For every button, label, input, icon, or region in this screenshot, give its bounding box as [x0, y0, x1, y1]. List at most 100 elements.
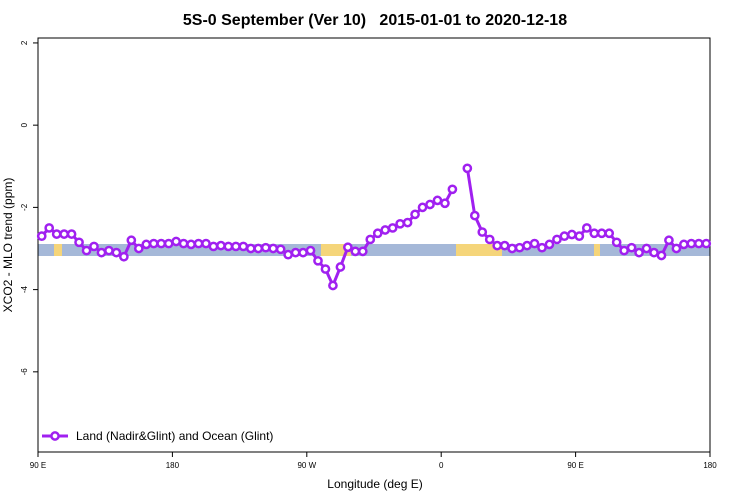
data-point [283, 249, 293, 260]
x-tick-label: 90 W [297, 461, 316, 470]
data-point [484, 234, 495, 245]
data-point [119, 251, 129, 262]
data-point [36, 231, 47, 242]
data-point [641, 243, 652, 254]
data-point [313, 255, 323, 266]
data-point [492, 240, 503, 251]
y-tick-label: 0 [20, 122, 29, 127]
data-point [81, 245, 92, 256]
data-point [604, 228, 615, 239]
data-point [268, 243, 279, 254]
data-point [290, 247, 301, 258]
x-tick-label: 90 E [30, 461, 46, 470]
data-point [402, 217, 413, 228]
data-point [664, 235, 674, 246]
data-point [335, 262, 346, 272]
data-point [589, 228, 600, 239]
land-patch [54, 244, 62, 256]
data-point [440, 198, 450, 209]
data-point [380, 225, 391, 235]
data-point [208, 241, 219, 252]
data-point [410, 209, 420, 220]
data-point [693, 238, 704, 249]
data-point [365, 234, 376, 245]
land-patch [594, 244, 600, 256]
data-point [260, 242, 271, 253]
data-point [111, 247, 122, 258]
chart-title: 5S-0 September (Ver 10) 2015-01-01 to 20… [183, 12, 567, 29]
data-point [96, 247, 107, 258]
data-point [141, 239, 152, 250]
y-tick-label: 2 [20, 40, 29, 45]
data-point [186, 239, 196, 250]
data-point [163, 238, 174, 249]
data-point [522, 240, 532, 251]
data-point [574, 231, 585, 242]
data-point [74, 237, 84, 248]
data-point [223, 241, 234, 252]
data-point [126, 235, 137, 246]
data-point [148, 238, 159, 249]
x-axis-label: Longitude (deg E) [327, 477, 422, 491]
data-point [649, 247, 659, 258]
x-tick-label: 180 [166, 461, 180, 470]
data-point [238, 241, 249, 252]
data-point [462, 163, 473, 174]
x-tick-label: 180 [703, 461, 717, 470]
legend-label: Land (Nadir&Glint) and Ocean (Glint) [76, 429, 273, 443]
y-axis-label: XCO2 - MLO trend (ppm) [1, 178, 15, 313]
data-point [552, 234, 562, 245]
data-point [245, 243, 256, 254]
data-point [328, 280, 338, 291]
data-point [357, 246, 368, 257]
data-point [447, 184, 458, 195]
data-point [469, 210, 480, 221]
data-point [425, 199, 435, 210]
data-point [529, 238, 540, 249]
data-point [679, 239, 689, 250]
data-point [156, 238, 167, 249]
data-point [701, 238, 712, 249]
data-point [596, 228, 607, 239]
data-point [171, 236, 181, 247]
data-point [298, 247, 308, 258]
data-point [104, 245, 114, 256]
data-point [611, 237, 622, 248]
data-point [320, 264, 331, 274]
data-point [634, 247, 644, 258]
x-tick-label: 0 [439, 461, 444, 470]
data-point [350, 246, 361, 257]
x-tick-label: 90 E [567, 461, 583, 470]
data-point [216, 240, 226, 251]
data-point [44, 223, 55, 233]
data-point [544, 239, 555, 250]
data-point [581, 223, 592, 233]
data-point [477, 227, 488, 237]
data-point [343, 242, 353, 253]
data-point [619, 245, 629, 256]
data-point [387, 223, 398, 233]
data-point [671, 243, 682, 254]
y-tick-label: -6 [20, 368, 29, 376]
y-tick-label: -4 [20, 286, 29, 294]
data-point [507, 243, 517, 254]
legend-marker [50, 431, 60, 441]
data-point [626, 242, 637, 253]
data-point [656, 250, 667, 261]
data-point [51, 229, 62, 239]
data-point [178, 238, 189, 249]
data-point [686, 238, 697, 249]
y-tick-label: -2 [20, 203, 29, 211]
series-line [40, 168, 707, 287]
data-point [133, 243, 144, 254]
data-point [193, 238, 204, 249]
data-point [275, 244, 286, 255]
data-point [89, 241, 99, 252]
data-point [231, 241, 241, 252]
data-point [559, 231, 570, 242]
data-point [59, 229, 69, 239]
data-point [537, 242, 547, 253]
data-point [432, 195, 443, 206]
data-point [514, 242, 525, 253]
data-point [372, 228, 383, 239]
